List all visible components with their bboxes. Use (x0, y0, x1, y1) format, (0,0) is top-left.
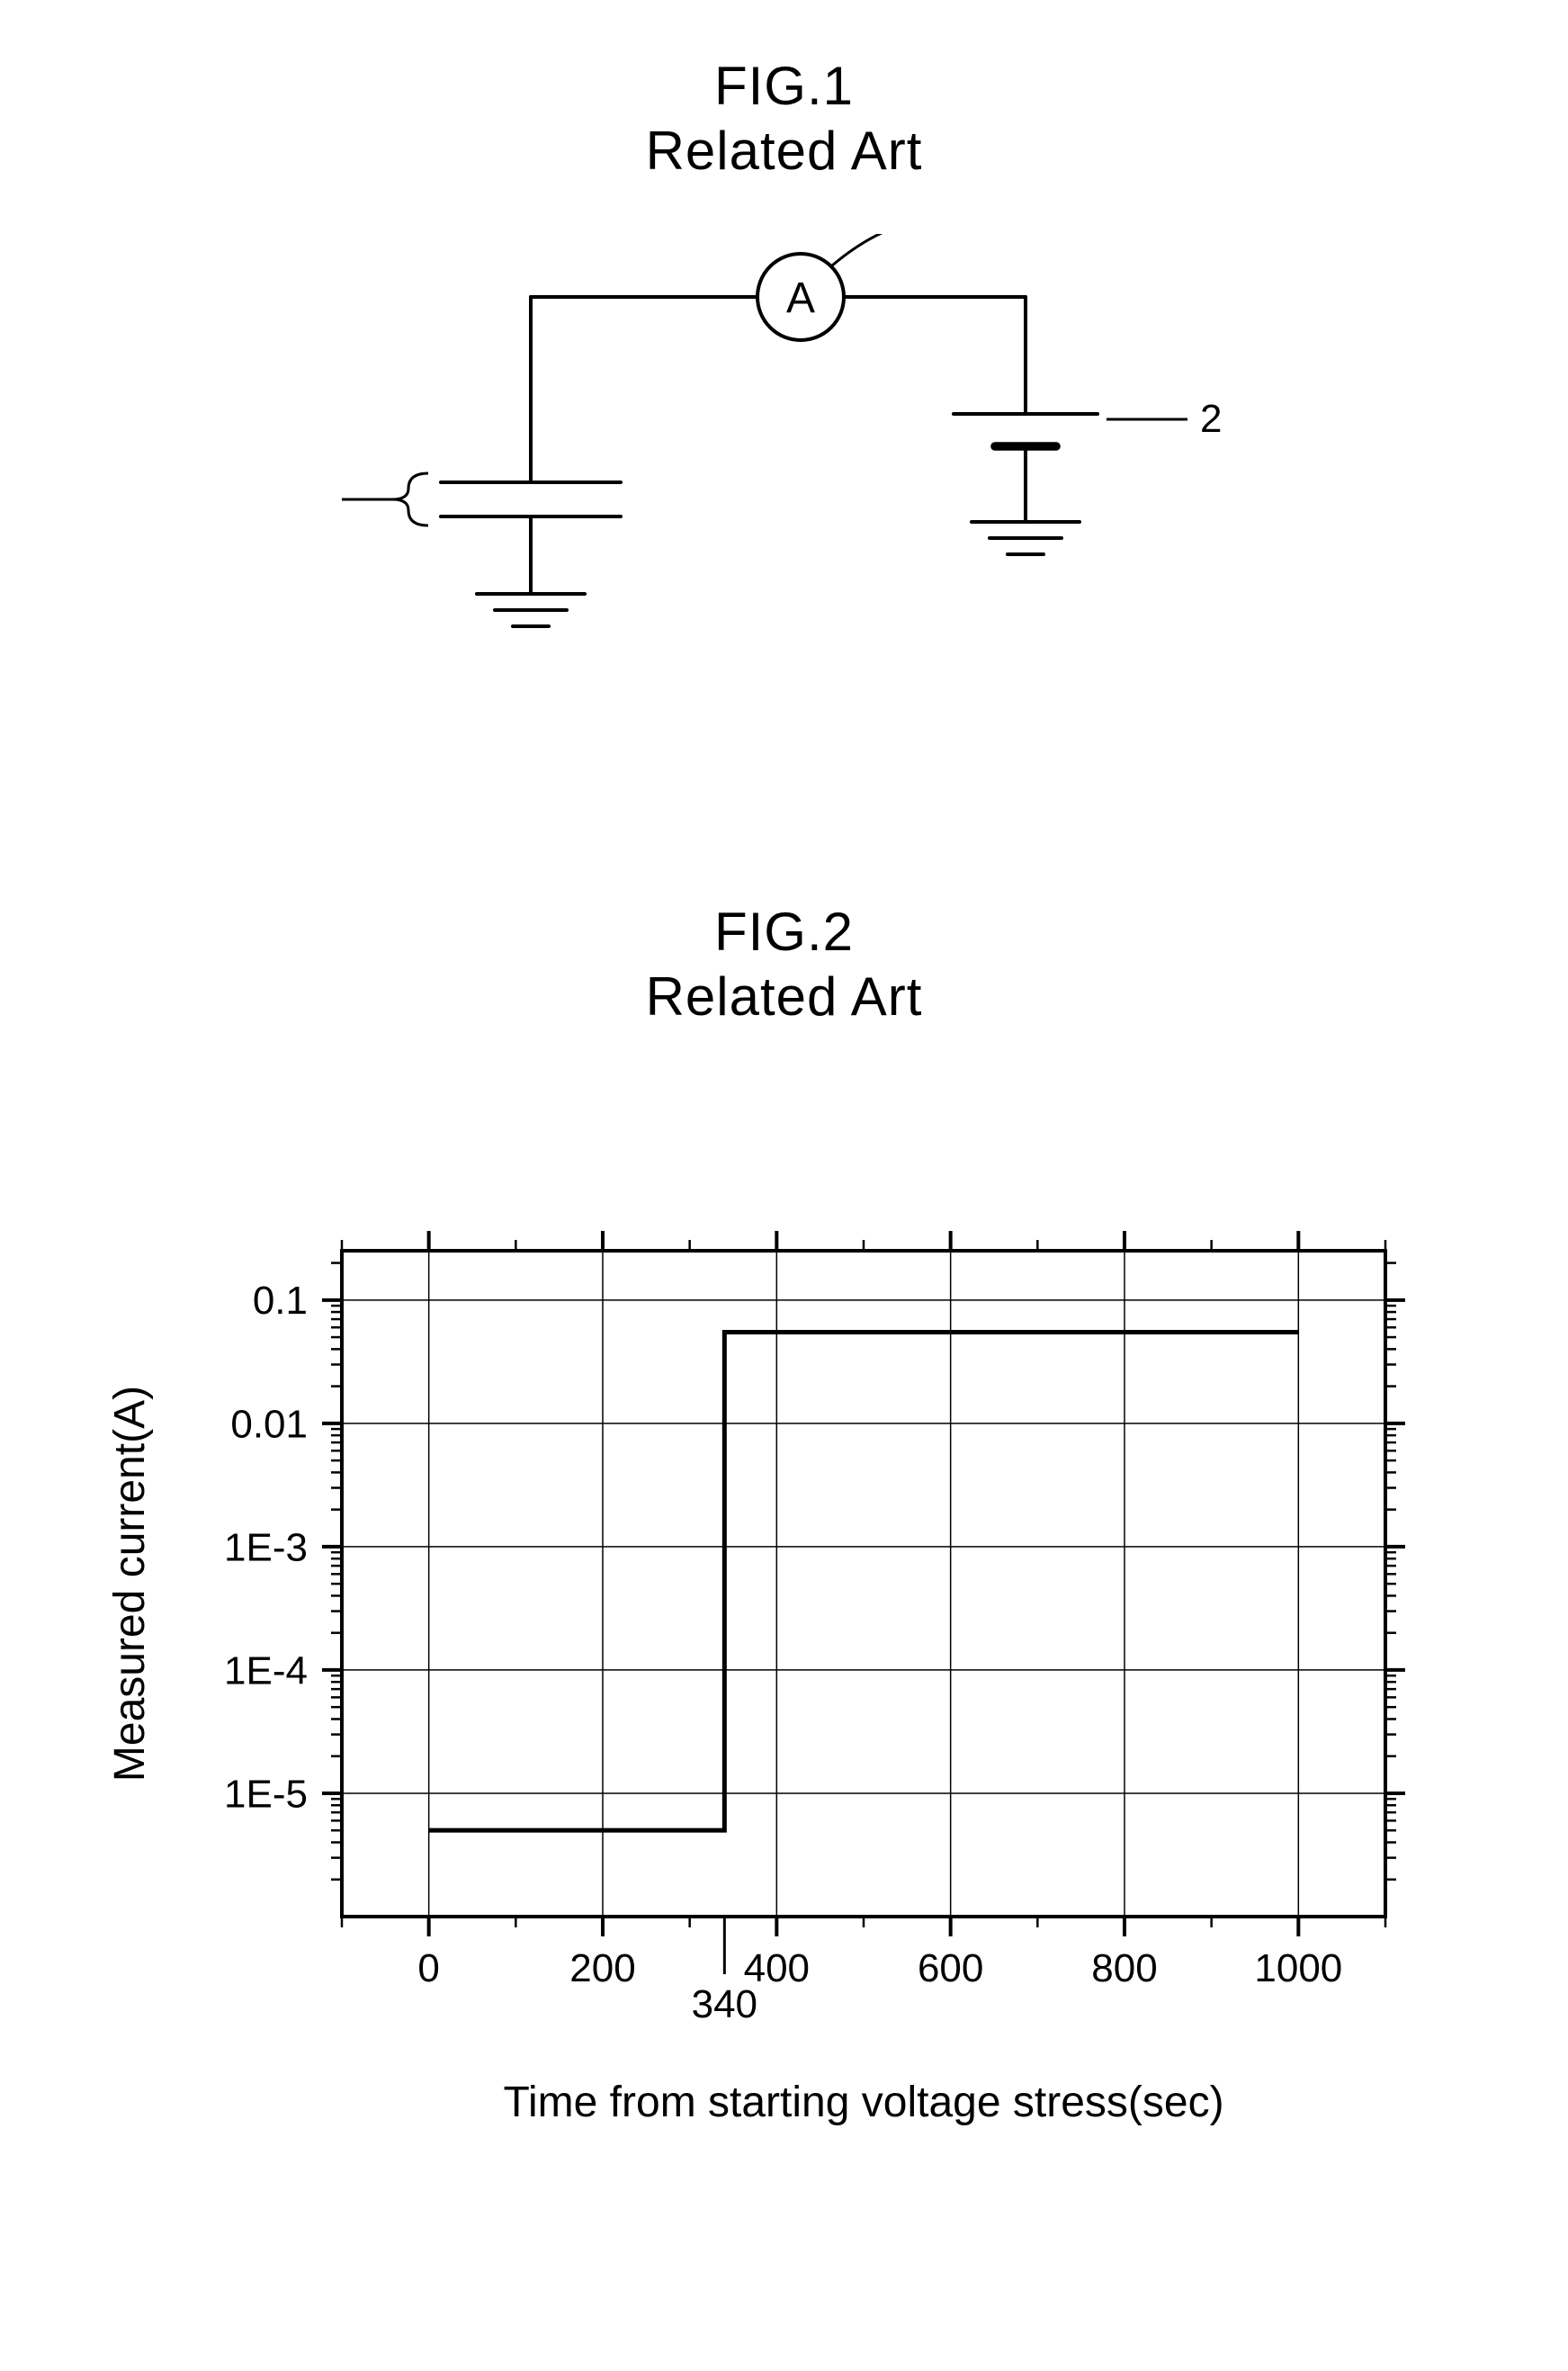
fig1-circuit: A321 (342, 234, 1241, 738)
fig1-title-line2: Related Art (0, 119, 1568, 184)
fig1-title: FIG.1 Related Art (0, 54, 1568, 184)
x-axis-label: Time from starting voltage stress(sec) (503, 2079, 1223, 2126)
ammeter-callout: 3 (917, 234, 938, 237)
x-tick-label: 800 (1091, 1946, 1157, 1990)
y-tick-label: 1E-5 (224, 1772, 308, 1816)
fig2-title: FIG.2 Related Art (0, 900, 1568, 1029)
y-axis-label: Measured current(A) (106, 1386, 154, 1782)
x-annotation-340: 340 (692, 1982, 757, 2026)
y-tick-label: 1E-4 (224, 1648, 308, 1693)
fig2-title-line2: Related Art (0, 965, 1568, 1029)
fig2-chart: 020040060080010001E-51E-41E-30.010.1340T… (72, 1215, 1529, 2187)
y-tick-label: 0.01 (230, 1402, 308, 1446)
fig1-title-line1: FIG.1 (0, 54, 1568, 119)
x-tick-label: 1000 (1254, 1946, 1342, 1990)
x-tick-label: 600 (918, 1946, 983, 1990)
y-tick-label: 1E-3 (224, 1525, 308, 1569)
fig2-title-line1: FIG.2 (0, 900, 1568, 965)
ammeter-label: A (786, 274, 815, 322)
x-tick-label: 200 (569, 1946, 635, 1990)
battery-callout: 2 (1200, 397, 1222, 441)
x-tick-label: 0 (417, 1946, 439, 1990)
y-tick-label: 0.1 (253, 1279, 308, 1323)
